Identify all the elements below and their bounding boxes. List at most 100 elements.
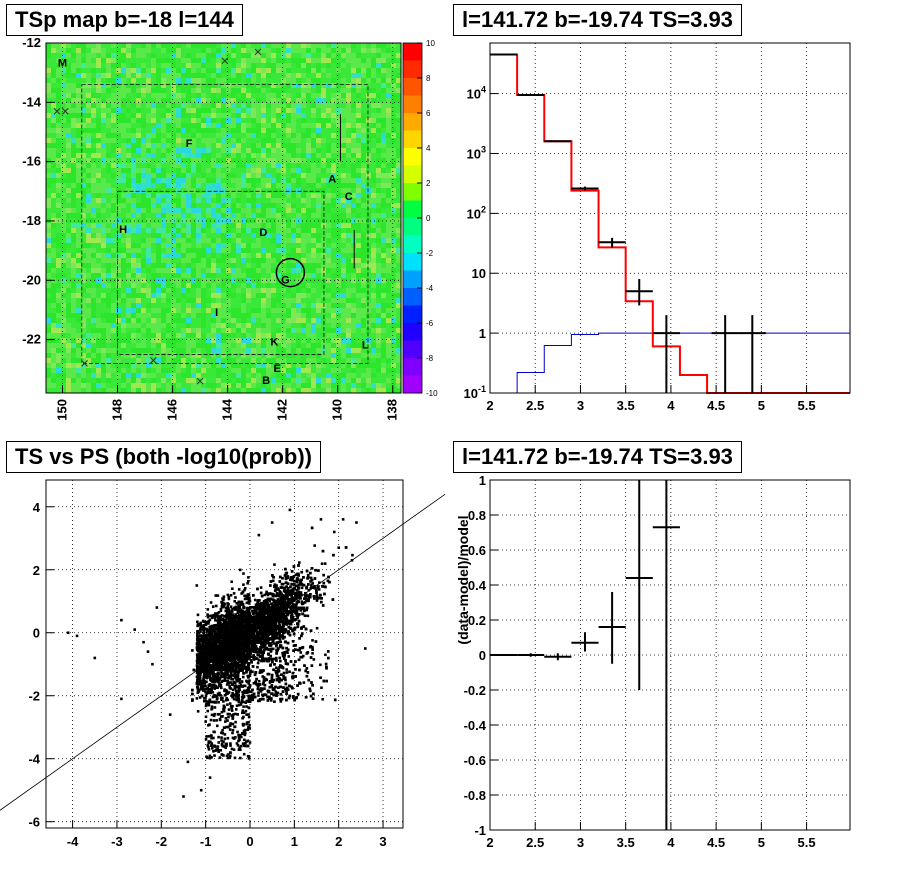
heatmap-cell: [211, 193, 216, 198]
heatmap-cell: [176, 108, 181, 113]
heatmap-cell: [251, 178, 256, 183]
heatmap-cell: [126, 168, 131, 173]
heatmap-cell: [141, 193, 146, 198]
heatmap-cell: [131, 153, 136, 158]
heatmap-cell: [166, 213, 171, 218]
heatmap-cell: [96, 268, 101, 273]
heatmap-cell: [336, 288, 341, 293]
heatmap-cell: [321, 58, 326, 63]
heatmap-cell: [231, 353, 236, 358]
heatmap-cell: [166, 253, 171, 258]
heatmap-cell: [141, 293, 146, 298]
heatmap-cell: [81, 73, 86, 78]
heatmap-cell: [56, 88, 61, 93]
heatmap-cell: [341, 353, 346, 358]
heatmap-cell: [386, 253, 391, 258]
heatmap-cell: [201, 143, 206, 148]
heatmap-cell: [361, 163, 366, 168]
heatmap-cell: [86, 233, 91, 238]
heatmap-cell: [201, 293, 206, 298]
heatmap-cell: [66, 78, 71, 83]
heatmap-cell: [121, 63, 126, 68]
heatmap-cell: [151, 158, 156, 163]
heatmap-cell: [336, 248, 341, 253]
heatmap-cell: [211, 83, 216, 88]
heatmap-cell: [86, 343, 91, 348]
heatmap-cell: [166, 183, 171, 188]
heatmap-cell: [46, 173, 51, 178]
heatmap-cell: [226, 88, 231, 93]
heatmap-cell: [336, 228, 341, 233]
heatmap-cell: [236, 233, 241, 238]
heatmap-cell: [251, 168, 256, 173]
heatmap-cell: [286, 43, 291, 48]
heatmap-cell: [156, 383, 161, 388]
heatmap-cell: [206, 253, 211, 258]
heatmap-cell: [216, 78, 221, 83]
heatmap-cell: [376, 68, 381, 73]
heatmap-cell: [76, 138, 81, 143]
heatmap-cell: [141, 143, 146, 148]
heatmap-cell: [296, 263, 301, 268]
heatmap-cell: [181, 168, 186, 173]
heatmap-cell: [46, 53, 51, 58]
heatmap-cell: [261, 213, 266, 218]
heatmap-cell: [286, 253, 291, 258]
heatmap-cell: [216, 73, 221, 78]
heatmap-cell: [346, 68, 351, 73]
heatmap-cell: [196, 238, 201, 243]
heatmap-cell: [126, 153, 131, 158]
heatmap-cell: [101, 178, 106, 183]
heatmap-cell: [131, 318, 136, 323]
heatmap-cell: [46, 238, 51, 243]
heatmap-cell: [91, 158, 96, 163]
heatmap-cell: [76, 218, 81, 223]
heatmap-cell: [341, 363, 346, 368]
heatmap-cell: [51, 183, 56, 188]
heatmap-cell: [226, 378, 231, 383]
heatmap-cell: [61, 133, 66, 138]
heatmap-cell: [66, 128, 71, 133]
heatmap-cell: [336, 268, 341, 273]
heatmap-cell: [156, 353, 161, 358]
heatmap-cell: [141, 63, 146, 68]
heatmap-cell: [286, 223, 291, 228]
heatmap-cell: [241, 128, 246, 133]
heatmap-cell: [151, 303, 156, 308]
heatmap-cell: [51, 373, 56, 378]
heatmap-cell: [111, 303, 116, 308]
heatmap-cell: [46, 263, 51, 268]
heatmap-cell: [191, 273, 196, 278]
heatmap-cell: [111, 83, 116, 88]
heatmap-cell: [316, 123, 321, 128]
heatmap-cell: [171, 263, 176, 268]
heatmap-cell: [286, 348, 291, 353]
heatmap-cell: [71, 333, 76, 338]
heatmap-cell: [341, 118, 346, 123]
heatmap-cell: [341, 98, 346, 103]
heatmap-cell: [291, 148, 296, 153]
heatmap-cell: [151, 268, 156, 273]
heatmap-cell: [291, 53, 296, 58]
heatmap-cell: [361, 238, 366, 243]
heatmap-cell: [216, 388, 221, 393]
heatmap-cell: [221, 328, 226, 333]
heatmap-cell: [311, 103, 316, 108]
heatmap-cell: [276, 378, 281, 383]
heatmap-cell: [246, 358, 251, 363]
heatmap-cell: [56, 93, 61, 98]
heatmap-cell: [361, 103, 366, 108]
heatmap-cell: [131, 348, 136, 353]
heatmap-cell: [286, 113, 291, 118]
heatmap-cell: [166, 223, 171, 228]
heatmap-cell: [316, 118, 321, 123]
heatmap-cell: [196, 303, 201, 308]
heatmap-cell: [151, 243, 156, 248]
heatmap-cell: [51, 48, 56, 53]
heatmap-cell: [201, 63, 206, 68]
heatmap-cell: [196, 313, 201, 318]
heatmap-cell: [376, 343, 381, 348]
heatmap-cell: [271, 228, 276, 233]
heatmap-cell: [46, 378, 51, 383]
heatmap-cell: [71, 103, 76, 108]
